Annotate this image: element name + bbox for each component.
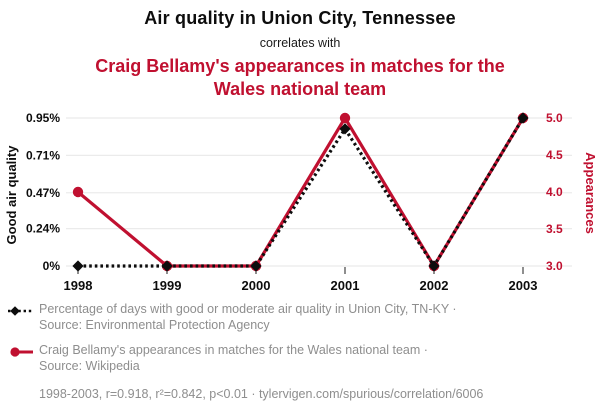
legend: Percentage of days with good or moderate… <box>8 301 594 401</box>
correlated-series-title: Craig Bellamy's appearances in matches f… <box>95 56 505 99</box>
svg-text:Appearances: Appearances <box>583 152 598 234</box>
svg-text:0.71%: 0.71% <box>26 148 60 162</box>
legend-line1: Percentage of days with good or moderate… <box>39 302 457 316</box>
legend-item-bellamy: Craig Bellamy's appearances in matches f… <box>8 342 594 374</box>
svg-text:0.95%: 0.95% <box>26 111 60 125</box>
legend-item-air-quality: Percentage of days with good or moderate… <box>8 301 594 333</box>
page-title: Air quality in Union City, Tennessee <box>144 8 456 28</box>
stats-footer: 1998-2003, r=0.918, r²=0.842, p<0.01 · t… <box>39 387 484 401</box>
legend-line1: Craig Bellamy's appearances in matches f… <box>39 343 428 357</box>
legend-source: Source: Wikipedia <box>39 359 140 373</box>
svg-text:3.0: 3.0 <box>546 259 563 273</box>
svg-text:0.47%: 0.47% <box>26 186 60 200</box>
svg-text:Good air quality: Good air quality <box>4 145 19 245</box>
diamond-dotted-series-icon <box>8 306 34 316</box>
legend-label-bellamy: Craig Bellamy's appearances in matches f… <box>39 342 428 374</box>
svg-text:5.0: 5.0 <box>546 111 563 125</box>
svg-text:1999: 1999 <box>153 278 182 293</box>
chart-header: Air quality in Union City, Tennessee cor… <box>0 0 600 101</box>
legend-source: Source: Environmental Protection Agency <box>39 318 270 332</box>
svg-text:3.5: 3.5 <box>546 222 563 236</box>
svg-text:2001: 2001 <box>331 278 360 293</box>
svg-text:2003: 2003 <box>509 278 538 293</box>
chart-area: 0.95% 5.0 0.71% 4.5 0.47% 4.0 0.24% 3.5 0% 3.0 199… <box>0 98 600 303</box>
svg-text:1998: 1998 <box>64 278 93 293</box>
svg-text:4.5: 4.5 <box>546 148 563 162</box>
svg-text:4.0: 4.0 <box>546 185 563 199</box>
chart: 0.95% 5.0 0.71% 4.5 0.47% 4.0 0.24% 3.5 0% 3.0 199… <box>4 111 598 293</box>
legend-label-air-quality: Percentage of days with good or moderate… <box>39 301 457 333</box>
svg-text:0.24%: 0.24% <box>26 222 60 236</box>
svg-text:2000: 2000 <box>242 278 271 293</box>
svg-text:0%: 0% <box>43 259 61 273</box>
circle-line-series-icon <box>10 347 33 357</box>
correlates-with-label: correlates with <box>259 36 341 50</box>
svg-text:2002: 2002 <box>420 278 449 293</box>
